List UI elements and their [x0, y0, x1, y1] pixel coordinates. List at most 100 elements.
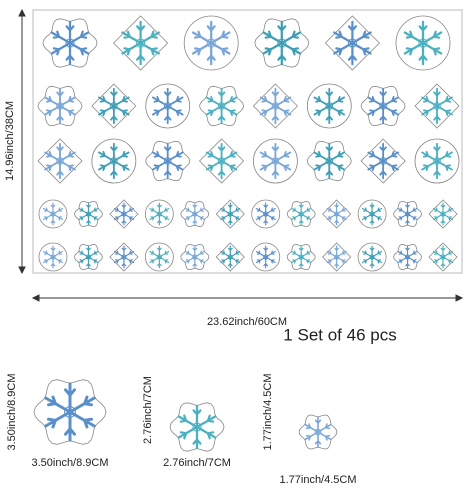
snowflake-center	[206, 38, 216, 48]
snowflake-center	[440, 211, 446, 217]
snowflake-sticker	[360, 138, 406, 184]
snowflake-art	[121, 20, 160, 66]
snowflake-sticker	[254, 18, 310, 68]
snowflake-sticker	[322, 199, 352, 229]
snowflake-sticker	[286, 200, 316, 228]
snowflake-center	[85, 254, 92, 260]
snowflake-sticker	[393, 243, 422, 271]
snowflake-center	[298, 254, 304, 260]
snowflake-art	[397, 202, 418, 226]
snowflake-art	[259, 142, 292, 180]
snowflake-center	[334, 254, 340, 260]
snowflake-sticker	[428, 242, 458, 272]
snowflake-sticker	[74, 200, 103, 228]
snowflake-sticker	[37, 138, 83, 184]
snowflake-sticker	[414, 83, 460, 129]
snowflake-art	[367, 87, 399, 125]
sample-height-label: 1.77inch/4.5CM	[262, 373, 274, 450]
snowflake-sticker	[169, 402, 225, 452]
snowflake-art	[149, 202, 170, 226]
snowflake-sticker	[91, 83, 137, 129]
snowflake-sticker	[74, 243, 103, 271]
snowflake-center	[121, 254, 127, 260]
snowflake-art	[326, 202, 347, 226]
snowflake-center	[379, 157, 387, 165]
snowflake-art	[191, 20, 231, 66]
snowflake-art	[220, 202, 241, 226]
snowflake-sticker	[109, 199, 139, 229]
snowflake-center	[65, 38, 75, 48]
sample-height-label: 3.50inch/8.9CM	[6, 373, 18, 450]
snowflake-center	[217, 102, 226, 110]
snowflake-center	[404, 211, 411, 217]
snowflake-art	[44, 382, 96, 442]
snowflake-art	[44, 87, 76, 125]
snowflake-center	[271, 157, 280, 165]
sample-width-label: 1.77inch/4.5CM	[279, 474, 356, 486]
snowflake-stickers	[33, 15, 460, 452]
snowflake-sticker	[357, 199, 387, 229]
snowflake-sticker	[251, 199, 281, 229]
snowflake-sticker	[393, 200, 422, 228]
snowflake-sticker	[38, 242, 68, 272]
snowflake-center	[433, 102, 441, 110]
arrow-heads	[31, 294, 464, 302]
snowflake-center	[314, 428, 322, 436]
snowflake-sticker	[360, 85, 406, 127]
snowflake-center	[163, 102, 172, 110]
snowflake-sticker	[113, 15, 169, 71]
sample-height-label: 2.76inch/7CM	[142, 376, 154, 444]
snowflake-art	[44, 142, 76, 180]
snowflake-sticker	[180, 200, 210, 228]
snowflake-sticker	[33, 379, 107, 445]
snowflake-sticker	[215, 199, 245, 229]
snowflake-art	[326, 245, 347, 269]
snowflake-sticker	[286, 243, 316, 271]
snowflake-art	[432, 245, 454, 269]
snowflake-art	[397, 245, 418, 269]
snowflake-center	[156, 211, 162, 217]
snowflake-art	[421, 142, 453, 180]
snowflake-center	[379, 102, 387, 110]
snowflake-center	[192, 211, 198, 217]
sheet-width-label: 23.62inch/60CM	[207, 316, 287, 328]
sheet-height-label: 14.96inch/38CM	[4, 101, 16, 181]
snowflake-sticker	[199, 138, 245, 184]
snowflake-sticker	[324, 15, 380, 71]
snowflake-center	[433, 157, 441, 165]
set-count-label: 1 Set of 46 pcs	[283, 325, 396, 344]
snowflake-center	[404, 254, 411, 260]
snowflake-sticker	[357, 242, 387, 272]
snowflake-art	[220, 245, 241, 269]
snowflake-art	[113, 202, 134, 226]
snowflake-art	[177, 404, 217, 450]
snowflake-art	[184, 245, 205, 269]
snowflake-sticker	[109, 242, 139, 272]
snowflake-art	[255, 202, 276, 226]
snowflake-art	[421, 87, 453, 125]
snowflake-art	[151, 87, 184, 125]
snowflake-center	[56, 157, 64, 165]
snowflake-center	[217, 157, 226, 165]
snowflake-center	[440, 254, 446, 260]
sample-width-label: 2.76inch/7CM	[163, 457, 231, 469]
snowflake-art	[151, 142, 184, 180]
snowflake-center	[50, 254, 56, 260]
snowflake-sticker	[306, 140, 352, 182]
snowflake-center	[156, 254, 162, 260]
snowflake-center	[277, 38, 287, 48]
snowflake-center	[334, 211, 340, 217]
snowflake-center	[325, 157, 334, 165]
snowflake-center	[192, 422, 202, 432]
snowflake-sticker	[428, 199, 458, 229]
snowflake-sticker	[322, 242, 352, 272]
snowflake-sticker	[298, 414, 338, 450]
snowflake-art	[78, 245, 99, 269]
arrow-heads	[18, 8, 26, 275]
snowflake-center	[263, 211, 269, 217]
snowflake-center	[50, 211, 56, 217]
snowflake-sticker	[251, 242, 281, 272]
snowflake-center	[298, 211, 304, 217]
snowflake-center	[271, 102, 280, 110]
